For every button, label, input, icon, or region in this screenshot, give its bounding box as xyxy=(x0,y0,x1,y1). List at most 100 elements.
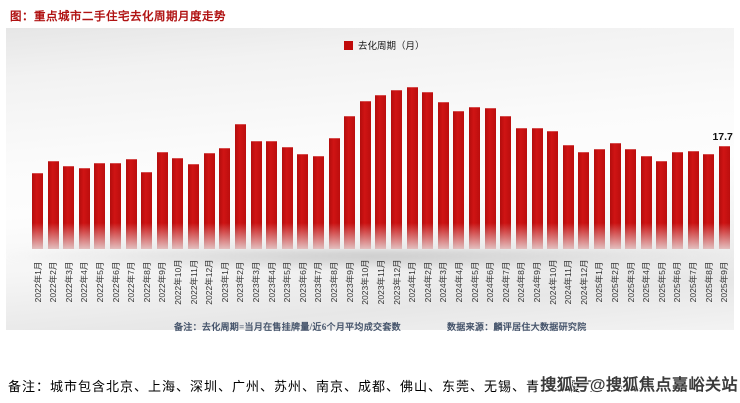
bar-rect xyxy=(47,161,59,249)
bar-rect xyxy=(609,143,621,249)
bar-rect xyxy=(234,124,246,249)
x-axis-tick-label: 2024年1月 xyxy=(407,261,418,303)
bar xyxy=(469,107,481,249)
x-axis-tick-label: 2025年2月 xyxy=(610,261,621,303)
x-axis-tick-label: 2025年7月 xyxy=(688,261,699,303)
bar xyxy=(219,148,231,249)
x-axis-tick-label: 2025年1月 xyxy=(594,261,605,303)
x-axis-tick-label: 2022年11月 xyxy=(188,259,199,305)
x-axis-tick-label: 2023年3月 xyxy=(251,261,262,303)
bar xyxy=(250,141,262,249)
bar xyxy=(593,149,605,249)
x-axis-tick-label: 2022年5月 xyxy=(94,261,105,303)
bar xyxy=(63,166,75,249)
x-axis-tick-label: 2025年6月 xyxy=(672,261,683,303)
bar-rect xyxy=(78,168,90,249)
x-axis-tick-label: 2023年5月 xyxy=(282,261,293,303)
x-axis-tick-label: 2023年6月 xyxy=(297,261,308,303)
x-axis-tick-label: 2022年2月 xyxy=(48,261,59,303)
x-axis-tick-label: 2023年8月 xyxy=(329,261,340,303)
bar-rect xyxy=(281,147,293,249)
bar xyxy=(375,95,387,249)
bar xyxy=(328,138,340,249)
bar-rect xyxy=(469,107,481,249)
bar-rect xyxy=(156,152,168,249)
bar xyxy=(391,90,403,249)
bar xyxy=(266,141,278,249)
bar-rect xyxy=(703,154,715,249)
bar xyxy=(422,92,434,249)
bar xyxy=(562,145,574,249)
bar-rect xyxy=(125,159,137,249)
x-axis-tick-label: 2025年4月 xyxy=(641,261,652,303)
bar xyxy=(32,173,43,249)
bar xyxy=(188,164,200,249)
x-axis-tick-label: 2022年1月 xyxy=(32,261,43,303)
bar-rect xyxy=(562,145,574,249)
x-axis-tick-label: 2024年2月 xyxy=(422,261,433,303)
bar-rect xyxy=(422,92,434,249)
x-axis-tick-label: 2022年3月 xyxy=(63,261,74,303)
bar-rect xyxy=(266,141,278,249)
x-axis-tick-label: 2024年5月 xyxy=(469,261,480,303)
data-label: 17.7 xyxy=(712,131,733,143)
x-axis-tick-label: 2024年3月 xyxy=(438,261,449,303)
bar-rect xyxy=(141,172,153,249)
x-axis-tick-label: 2023年2月 xyxy=(235,261,246,303)
x-axis-tick-label: 2025年5月 xyxy=(656,261,667,303)
bar-rect xyxy=(640,156,652,249)
bar-rect xyxy=(437,102,449,249)
bar xyxy=(312,156,324,249)
bar-rect xyxy=(547,131,559,249)
bar-rect xyxy=(203,153,215,249)
bar-rect xyxy=(359,101,371,249)
bar xyxy=(78,168,90,249)
chart-notes-row: 备注：去化周期=当月在售挂牌量/近6个月平均成交套数 数据来源：麟评居住大数据研… xyxy=(0,320,740,334)
bar-rect xyxy=(63,166,75,249)
bar xyxy=(110,163,122,249)
bar-rect xyxy=(500,116,512,249)
x-axis-tick-label: 2023年1月 xyxy=(219,261,230,303)
bar xyxy=(500,116,512,249)
bar-rect xyxy=(515,128,527,249)
bar xyxy=(156,152,168,249)
bar-rect xyxy=(312,156,324,249)
bar-rect xyxy=(671,152,683,249)
x-axis-tick-label: 2022年9月 xyxy=(157,261,168,303)
footer-note: 备注：城市包含北京、上海、深圳、广州、苏州、南京、成都、佛山、东莞、无锡、青岛、… xyxy=(8,379,653,394)
bar-series: 17.7 xyxy=(32,79,733,249)
x-axis-tick-label: 2022年4月 xyxy=(79,261,90,303)
bar-rect xyxy=(656,161,668,249)
bar-rect xyxy=(453,111,465,249)
bar-rect xyxy=(484,108,496,249)
chart-plot-area: 去化周期（月） 17.7 2022年1月 2022年2月 2022年3月 2022年4… xyxy=(6,28,734,330)
bar xyxy=(141,172,153,249)
bar-rect xyxy=(110,163,122,249)
bar: 17.7 xyxy=(712,131,733,249)
bar xyxy=(94,163,106,249)
bar-rect xyxy=(578,152,590,249)
bar xyxy=(625,149,637,249)
bar-rect xyxy=(297,154,309,249)
bar-rect xyxy=(250,141,262,249)
x-axis-tick-label: 2022年8月 xyxy=(141,261,152,303)
bar xyxy=(547,131,559,249)
bar xyxy=(609,143,621,249)
x-axis-tick-label: 2023年11月 xyxy=(375,259,386,305)
x-axis-tick-label: 2024年12月 xyxy=(578,259,589,305)
watermark: 搜狐号@搜狐焦点嘉峪关站 xyxy=(540,377,738,394)
note-data-source: 数据来源：麟评居住大数据研究院 xyxy=(447,322,587,332)
bar-rect xyxy=(172,158,184,249)
x-axis-tick-label: 2023年12月 xyxy=(391,259,402,305)
x-axis-tick-label: 2025年8月 xyxy=(703,261,714,303)
bar-rect xyxy=(328,138,340,249)
chart-title: 图：重点城市二手住宅去化周期月度走势 xyxy=(10,11,226,23)
bar xyxy=(172,158,184,249)
x-axis-tick-label: 2022年7月 xyxy=(126,261,137,303)
bar xyxy=(531,128,543,249)
bar xyxy=(671,152,683,249)
bar-rect xyxy=(593,149,605,249)
x-axis-tick-label: 2024年9月 xyxy=(532,261,542,303)
bar xyxy=(578,152,590,249)
